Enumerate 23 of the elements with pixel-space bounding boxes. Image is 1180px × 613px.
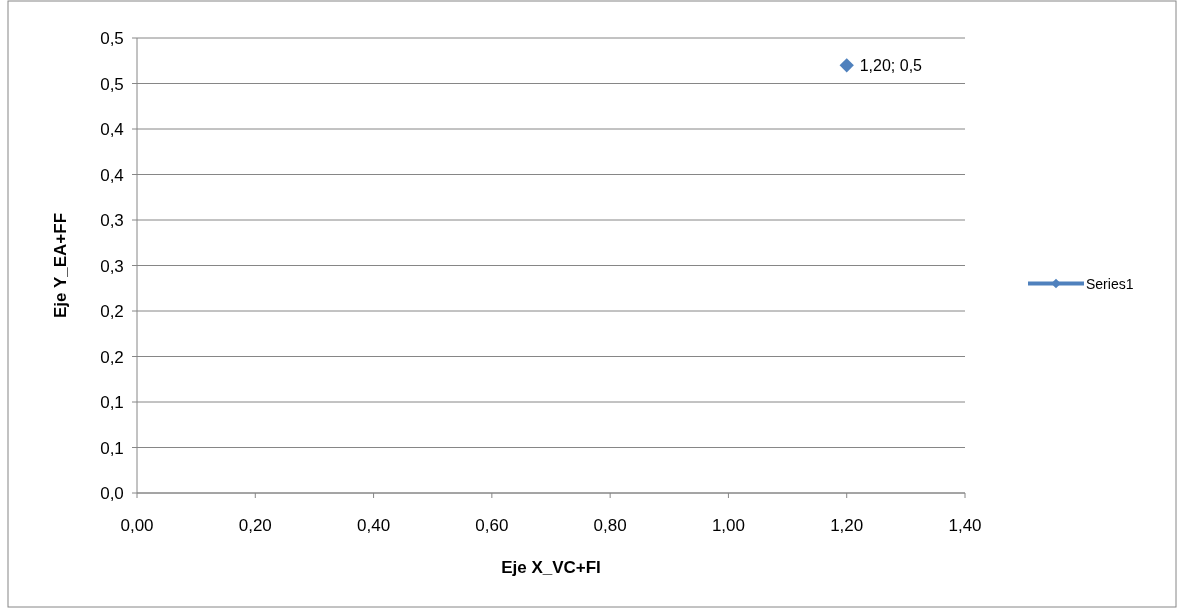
y-tick-label: 0,1 [100,438,124,458]
y-tick-label: 0,5 [100,29,124,48]
x-tick-label: 0,40 [357,516,391,535]
x-tick-label: 0,60 [475,516,509,535]
y-tick-label: 0,1 [100,393,124,412]
y-axis-title: Eje Y_EA+FF [51,212,70,319]
x-tick-label: 1,00 [711,516,745,535]
y-tick-label: 0,0 [100,484,124,503]
y-tick-label: 0,3 [100,256,124,276]
x-tick-label: 0,80 [593,516,627,535]
legend-label: Series1 [1086,275,1134,292]
data-label: 1,20; 0,5 [859,57,923,75]
x-axis-title: Eje X_VC+FI [501,558,601,577]
x-tick-label: 0,00 [120,516,154,535]
x-tick-label: 0,20 [238,516,272,535]
y-tick-label: 0,4 [100,165,124,185]
x-tick-label: 1,20 [830,516,864,535]
x-tick-label: 1,40 [948,516,982,535]
y-tick-label: 0,2 [100,347,124,367]
y-tick-label: 0,4 [100,120,124,139]
y-tick-label: 0,3 [100,211,124,230]
y-tick-label: 0,5 [100,74,124,94]
y-tick-label: 0,2 [100,302,124,321]
